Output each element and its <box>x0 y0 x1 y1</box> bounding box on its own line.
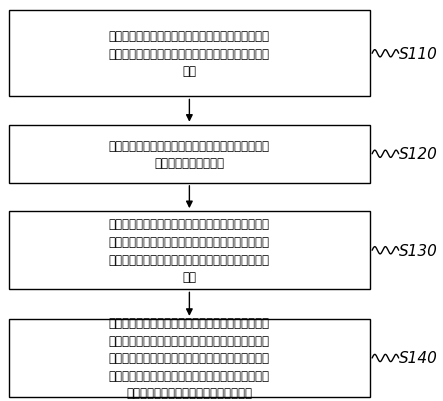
Text: S120: S120 <box>399 147 438 162</box>
Text: S140: S140 <box>399 350 438 366</box>
Text: S110: S110 <box>399 47 438 62</box>
Bar <box>9 125 370 184</box>
Text: 若比较所述第一数组中存储的控制参数与所述第二数
组中存储的控制参数不同，则将所述第二数组中存储
的控制参数赋值给相应的控制变量，以执行所述控制
程序，并在所述控: 若比较所述第一数组中存储的控制参数与所述第二数 组中存储的控制参数不同，则将所述… <box>109 317 270 399</box>
Bar <box>9 212 370 290</box>
Text: 比较所述第一数组中存储的控制参数与第二数组中存
储的控制参数是否相同: 比较所述第一数组中存储的控制参数与第二数组中存 储的控制参数是否相同 <box>109 139 270 170</box>
Text: 若比较所述第一数组中存储的控制参数与所述第二数
组中存储的控制参数相同，则将所述第二数组中存储
的控制参数赋值给相应的控制变量，以执行所述控制
程序: 若比较所述第一数组中存储的控制参数与所述第二数 组中存储的控制参数相同，则将所述… <box>109 218 270 283</box>
Text: S130: S130 <box>399 243 438 258</box>
Bar <box>9 319 370 397</box>
Text: 从控制器的存储模块中读取上一次执行控制程序时存
储的控制参数，并将读取的所述控制参数存储至第一
数组: 从控制器的存储模块中读取上一次执行控制程序时存 储的控制参数，并将读取的所述控制… <box>109 30 270 78</box>
Bar <box>9 11 370 97</box>
